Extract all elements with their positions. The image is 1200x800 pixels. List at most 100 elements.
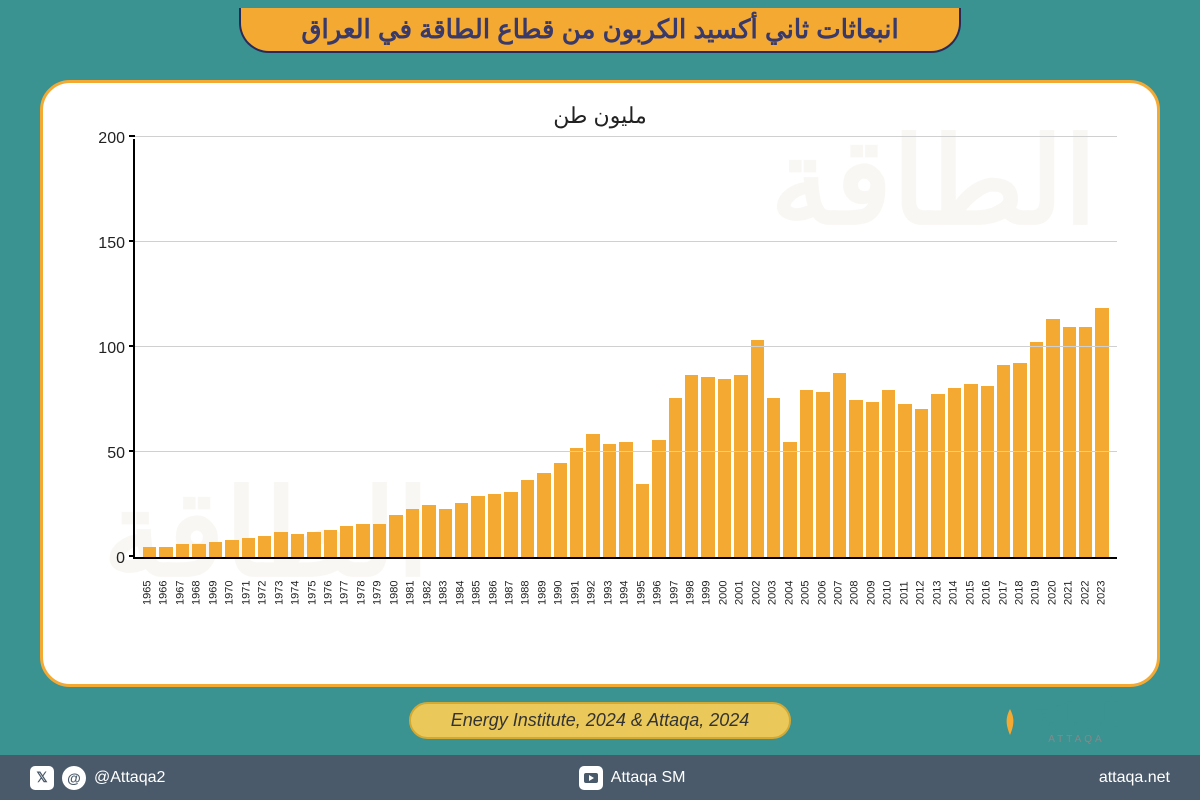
y-axis: 050100150200 [83,139,133,559]
y-tick-mark [129,450,135,452]
x-tick-label: 1969 [207,559,220,609]
bar [718,379,731,557]
chart-title: انبعاثات ثاني أكسيد الكربون من قطاع الطا… [239,8,960,53]
bar [619,442,632,557]
bar [964,384,977,557]
youtube-icon[interactable] [579,766,603,790]
bar [537,473,550,557]
x-tick-label: 1996 [651,559,664,609]
bar [981,386,994,557]
bar [471,496,484,557]
bar [898,404,911,557]
bar [488,494,501,557]
x-tick-label: 1991 [569,559,582,609]
x-tick-label: 1987 [503,559,516,609]
brand-logo: الطاقة ATTAQA [995,696,1120,745]
bar [570,448,583,557]
bar [504,492,517,557]
x-tick-label: 2013 [931,559,944,609]
bar [931,394,944,557]
bar [866,402,879,557]
x-tick-label: 2000 [717,559,730,609]
bar [356,524,369,557]
bar [734,375,747,557]
bar [389,515,402,557]
bar [1013,363,1026,557]
x-tick-label: 2014 [947,559,960,609]
bar [767,398,780,557]
x-tick-label: 2007 [832,559,845,609]
bar [521,480,534,557]
x-tick-label: 1978 [355,559,368,609]
x-tick-label: 2023 [1095,559,1108,609]
bar [833,373,846,557]
x-tick-label: 1968 [190,559,203,609]
bar [882,390,895,557]
x-tick-label: 1975 [306,559,319,609]
bar [783,442,796,557]
social-handle: @Attaqa2 [94,769,165,787]
bar [324,530,337,557]
x-tick-label: 2015 [964,559,977,609]
x-tick-label: 1965 [141,559,154,609]
x-tick-label: 2012 [914,559,927,609]
x-tick-label: 1966 [157,559,170,609]
bar [209,542,222,557]
chart-card: الطاقة الطاقة مليون طن 050100150200 1965… [40,80,1160,687]
x-tick-label: 2005 [799,559,812,609]
bar [1030,342,1043,557]
x-tick-label: 2022 [1079,559,1092,609]
x-twitter-icon[interactable]: 𝕏 [30,766,54,790]
x-tick-label: 1981 [404,559,417,609]
x-tick-label: 1972 [256,559,269,609]
x-tick-label: 2009 [865,559,878,609]
x-tick-label: 1986 [487,559,500,609]
x-tick-label: 2021 [1062,559,1075,609]
footer-strip: 𝕏 @ @Attaqa2 Attaqa SM attaqa.net [0,755,1200,800]
bar [1046,319,1059,557]
x-tick-label: 2010 [881,559,894,609]
x-tick-label: 1990 [552,559,565,609]
bar [849,400,862,557]
bar [225,540,238,557]
bar [192,544,205,557]
logo-subtext: ATTAQA [1033,734,1120,745]
bar [439,509,452,557]
y-tick-label: 100 [98,340,125,358]
threads-icon[interactable]: @ [62,766,86,790]
x-tick-label: 1974 [289,559,302,609]
x-tick-label: 2019 [1029,559,1042,609]
bar-series [135,139,1117,557]
x-tick-label: 2018 [1013,559,1026,609]
bar [340,526,353,557]
bar [636,484,649,557]
bar [997,365,1010,557]
x-tick-label: 2001 [733,559,746,609]
x-tick-label: 1971 [240,559,253,609]
x-tick-label: 2008 [848,559,861,609]
bar [258,536,271,557]
x-tick-label: 1997 [668,559,681,609]
logo-text: الطاقة [1033,696,1120,734]
x-tick-label: 1994 [618,559,631,609]
grid-line [135,451,1117,452]
bar [685,375,698,557]
y-tick-mark [129,555,135,557]
website-url[interactable]: attaqa.net [1099,769,1170,787]
y-tick-mark [129,345,135,347]
grid-line [135,136,1117,137]
header-strip: انبعاثات ثاني أكسيد الكربون من قطاع الطا… [0,0,1200,60]
bar [455,503,468,557]
x-tick-label: 1992 [585,559,598,609]
bar [554,463,567,557]
x-tick-label: 2011 [898,559,911,609]
bar [307,532,320,557]
social-left: 𝕏 @ @Attaqa2 [30,766,165,790]
x-tick-label: 1995 [635,559,648,609]
source-row: Energy Institute, 2024 & Attaqa, 2024 ال… [40,695,1160,745]
x-tick-label: 1999 [700,559,713,609]
x-tick-label: 1985 [470,559,483,609]
bar [242,538,255,557]
x-tick-label: 2020 [1046,559,1059,609]
plot-region [133,139,1117,559]
